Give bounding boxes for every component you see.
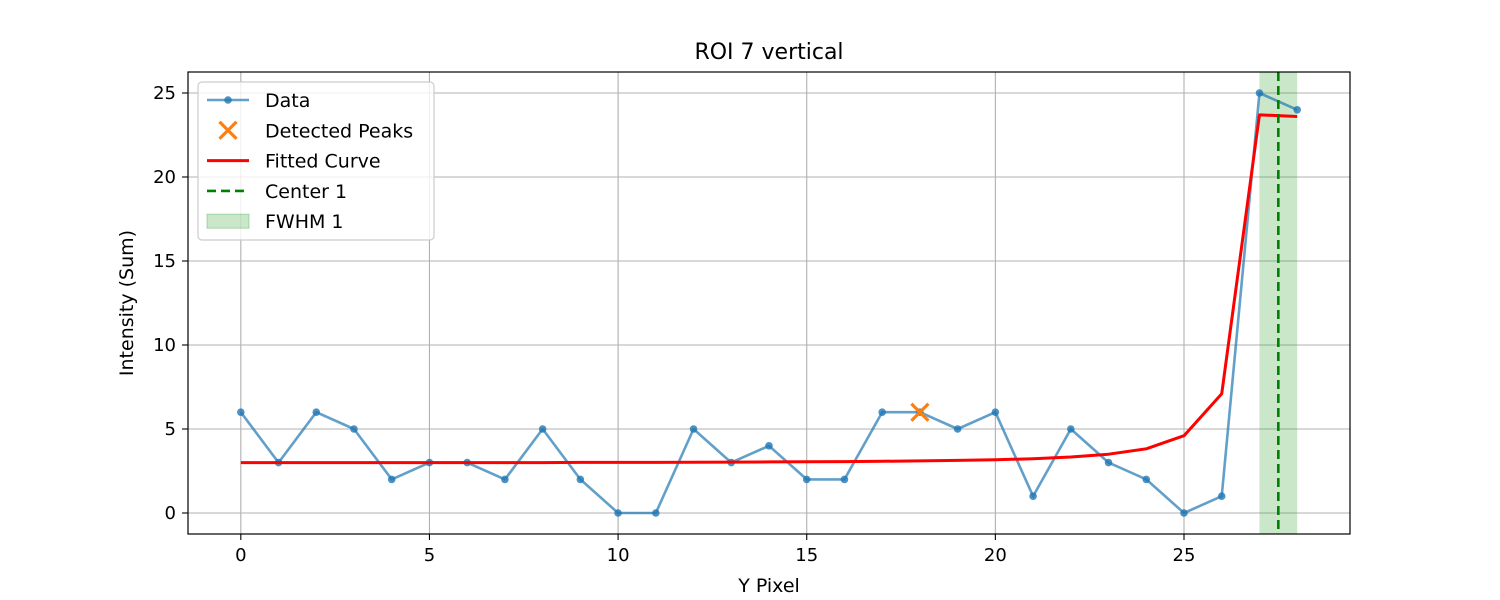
legend-label: Fitted Curve <box>265 151 381 173</box>
data-point <box>840 475 849 484</box>
legend-box <box>197 81 435 241</box>
y-tick-label: 25 <box>153 83 176 104</box>
data-point <box>1293 106 1301 114</box>
data-point <box>1255 89 1264 97</box>
peak-marker <box>910 402 930 422</box>
legend-label: Center 1 <box>265 181 347 203</box>
y-tick-label: 15 <box>153 251 176 272</box>
ticks: 0 5 10 15 20 25 0 5 10 15 20 25 <box>153 83 1195 566</box>
y-axis-label: Intensity (Sum) <box>116 230 138 376</box>
data-point <box>237 408 245 417</box>
legend-label: FWHM 1 <box>265 211 344 233</box>
data-point <box>538 425 547 433</box>
data-point <box>802 475 811 484</box>
data-point <box>689 425 698 433</box>
y-tick-label: 10 <box>153 335 176 356</box>
legend-handle <box>206 213 250 229</box>
x-tick-label: 20 <box>984 545 1007 566</box>
x-tick-label: 0 <box>235 545 246 566</box>
x-axis-label: Y Pixel <box>737 575 800 597</box>
data-point <box>576 475 585 484</box>
data-point <box>1104 458 1113 467</box>
data-point <box>953 425 962 433</box>
series-layer <box>237 72 1301 534</box>
y-tick-label: 0 <box>165 503 176 524</box>
data-point <box>501 475 509 484</box>
data-point <box>765 442 773 450</box>
data-point <box>878 408 886 417</box>
plot-frame <box>187 71 1351 535</box>
data-point <box>312 408 321 417</box>
legend: Data Detected Peaks Fitted Curve Center 1 FW… <box>197 81 435 241</box>
x-tick-label: 15 <box>795 545 818 566</box>
data-point <box>1067 425 1075 433</box>
data-point <box>1029 492 1037 501</box>
data-point <box>652 509 660 517</box>
fitted-curve-line <box>240 113 1298 465</box>
x-tick-label: 10 <box>607 545 630 566</box>
x-tick-label: 25 <box>1173 545 1196 566</box>
x-tick-label: 5 <box>424 545 435 566</box>
data-point <box>991 408 1000 417</box>
legend-label: Data <box>265 90 310 112</box>
legend-handle <box>218 120 238 140</box>
chart-title: ROI 7 vertical <box>694 40 843 65</box>
data-point <box>1180 509 1188 517</box>
y-tick-label: 5 <box>165 419 176 440</box>
y-tick-label: 20 <box>153 167 176 188</box>
data-point <box>1142 475 1151 484</box>
legend-handle <box>207 96 249 104</box>
legend-label: Detected Peaks <box>265 120 413 142</box>
data-point <box>350 425 358 433</box>
data-point <box>614 509 622 517</box>
data-point <box>1217 492 1226 501</box>
data-point <box>387 475 396 484</box>
